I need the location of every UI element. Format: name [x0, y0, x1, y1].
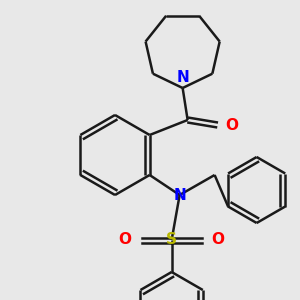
- Text: O: O: [118, 232, 132, 247]
- Text: N: N: [173, 188, 186, 202]
- Text: S: S: [166, 232, 177, 247]
- Text: O: O: [226, 118, 238, 133]
- Text: N: N: [176, 70, 189, 85]
- Text: O: O: [212, 232, 225, 247]
